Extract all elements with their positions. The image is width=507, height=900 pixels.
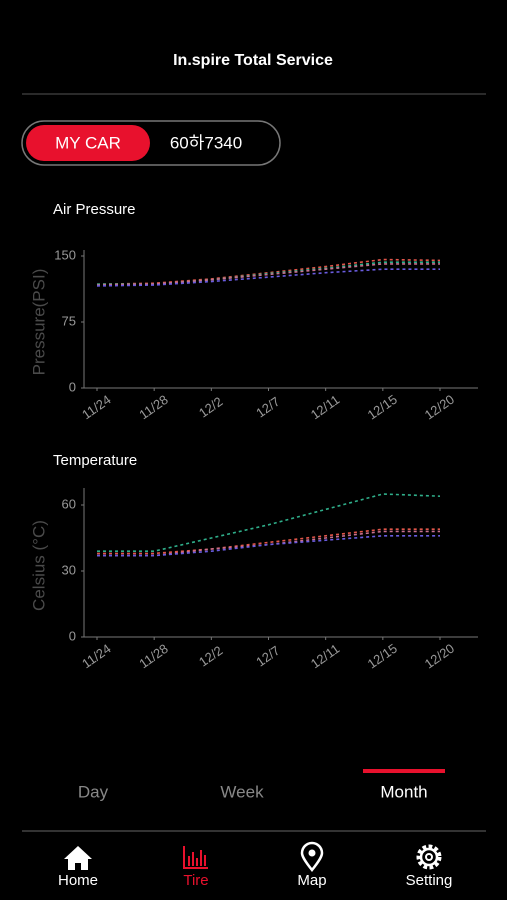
nav-label[interactable]: Tire xyxy=(183,872,208,889)
y-axis-label: Pressure(PSI) xyxy=(29,269,48,376)
toggle-option[interactable]: MY CAR xyxy=(55,133,121,152)
nav-label[interactable]: Setting xyxy=(406,872,453,889)
tab[interactable]: Day xyxy=(78,782,109,801)
y-tick-label: 30 xyxy=(62,562,76,577)
y-tick-label: 0 xyxy=(69,628,76,643)
home-icon[interactable] xyxy=(64,846,92,870)
tab[interactable]: Week xyxy=(220,782,264,801)
y-tick-label: 60 xyxy=(62,496,76,511)
nav-label[interactable]: Map xyxy=(297,872,326,889)
toggle-option[interactable]: 60하7340 xyxy=(170,133,242,152)
chart-title: Temperature xyxy=(53,452,137,469)
y-tick-label: 0 xyxy=(69,379,76,394)
car-toggle xyxy=(21,120,281,166)
toggle-active-bg[interactable] xyxy=(26,125,150,161)
header-title: In.spire Total Service xyxy=(173,52,333,69)
tire-icon[interactable] xyxy=(183,846,208,869)
nav-label[interactable]: Home xyxy=(58,872,98,889)
map-icon[interactable] xyxy=(300,841,324,873)
tab[interactable]: Month xyxy=(380,782,427,801)
series-line xyxy=(97,493,441,552)
chart-title: Air Pressure xyxy=(53,201,136,218)
y-tick-label: 75 xyxy=(62,313,76,328)
y-axis-label: Celsius (°C) xyxy=(29,520,48,611)
y-tick-label: 150 xyxy=(54,247,76,262)
setting-icon[interactable] xyxy=(416,844,442,870)
